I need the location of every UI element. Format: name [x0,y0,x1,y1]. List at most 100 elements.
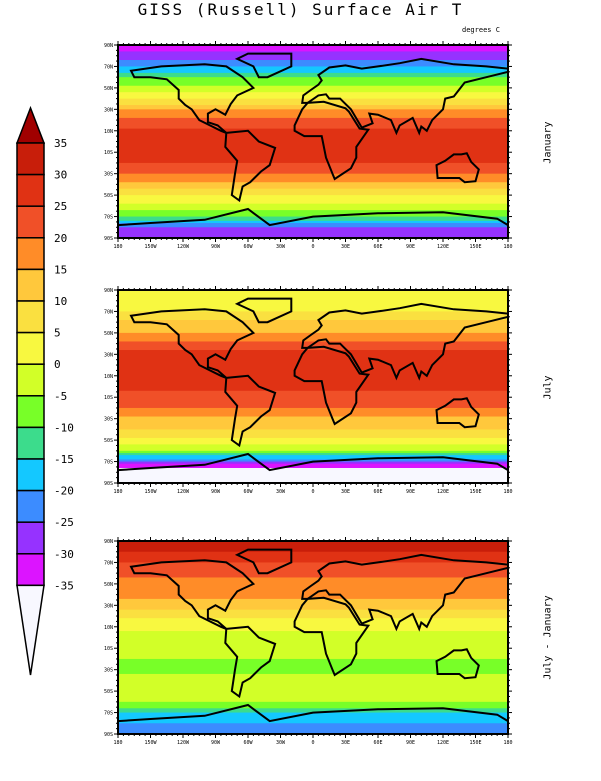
colorbar-swatch [16,205,45,239]
temperature-band [118,298,508,302]
lon-tick-label: 150E [469,740,481,746]
temperature-band [118,671,508,675]
temperature-band [118,197,508,200]
lat-tick-label: 70N [104,560,113,566]
temperature-band [118,102,508,106]
temperature-band [118,354,508,358]
temperature-band [118,300,508,304]
temperature-band [118,72,508,76]
lon-tick-label: 60W [243,740,253,746]
colorbar-swatch [16,553,45,587]
temperature-band [118,437,508,441]
lat-tick-label: 10S [104,646,113,652]
temperature-band [118,137,508,140]
lat-tick-label: 30S [104,417,113,423]
temperature-band [118,562,508,566]
temperature-band [118,143,508,147]
temperature-band [118,446,508,450]
temperature-band [118,335,508,338]
temperature-band [118,547,508,551]
colorbar-level-label: -20 [54,485,74,498]
temperature-band [118,68,508,72]
temperature-band [118,122,508,125]
coastline-eurasia [301,302,509,381]
colorbar-level-label: -35 [54,579,74,592]
temperature-band [118,292,508,295]
temperature-band [118,147,508,151]
lon-tick-label: 180 [503,489,512,495]
temperature-band [118,401,508,405]
temperature-band [118,205,508,209]
temperature-band [118,693,508,696]
lat-tick-label: 50S [104,689,113,695]
temperature-band [118,55,508,59]
temperature-band [118,350,508,353]
temperature-band [118,388,508,392]
temperature-band [118,663,508,666]
colorbar-level-label: -30 [54,548,74,561]
temperature-band [118,682,508,686]
temperature-band [118,628,508,632]
temperature-band [118,661,508,664]
temperature-band [118,324,508,328]
temperature-band [118,708,508,712]
lat-tick-label: 90S [104,732,113,738]
lon-tick-label: 150E [469,489,481,495]
lon-tick-label: 90W [211,244,221,250]
temperature-band [118,721,508,724]
temperature-band [118,558,508,561]
temperature-band [118,328,508,332]
lon-tick-label: 180 [503,244,512,250]
temperature-band [118,49,508,53]
temperature-band [118,207,508,211]
temperature-band [118,216,508,220]
figure-title: GISS (Russell) Surface Air T [137,0,464,19]
colorbar-swatch [16,173,45,207]
temperature-band [118,633,508,636]
temperature-band [118,579,508,583]
lon-tick-label: 30W [276,489,286,495]
temperature-band [118,588,508,591]
temperature-band [118,177,508,181]
temperature-band [118,222,508,226]
temperature-band [118,714,508,718]
temperature-band [118,425,508,428]
temperature-band [118,320,508,323]
temperature-band [118,637,508,641]
temperature-band [118,47,508,50]
temperature-band [118,66,508,70]
temperature-band [118,165,508,168]
temperature-band [118,309,508,313]
temperature-band [118,695,508,699]
lon-tick-label: 90W [211,489,221,495]
temperature-band [118,175,508,179]
temperature-band [118,643,508,647]
lon-tick-label: 30E [341,489,350,495]
colorbar-over-triangle [15,105,46,144]
temperature-band [118,581,508,585]
temperature-band [118,658,508,662]
lon-tick-label: 90E [406,489,415,495]
colorbar-swatch [16,363,45,397]
lon-tick-label: 30E [341,740,350,746]
temperature-band [118,573,508,576]
coastline-south-america [224,129,277,203]
panel-label-january: January [542,121,554,164]
coastline-africa [293,345,371,426]
colorbar-swatch [16,331,45,365]
temperature-band [118,105,508,108]
temperature-band [118,337,508,340]
temperature-band [118,727,508,731]
temperature-band [118,188,508,192]
temperature-band [118,680,508,684]
temperature-band [118,94,508,98]
temperature-band [118,186,508,190]
temperature-band [118,467,508,471]
temperature-band [118,618,508,621]
temperature-band [118,227,508,231]
temperature-band [118,654,508,658]
temperature-band [118,154,508,158]
temperature-band [118,541,508,544]
colorbar-level-label: 25 [54,200,67,213]
lat-tick-label: 90S [104,236,113,242]
